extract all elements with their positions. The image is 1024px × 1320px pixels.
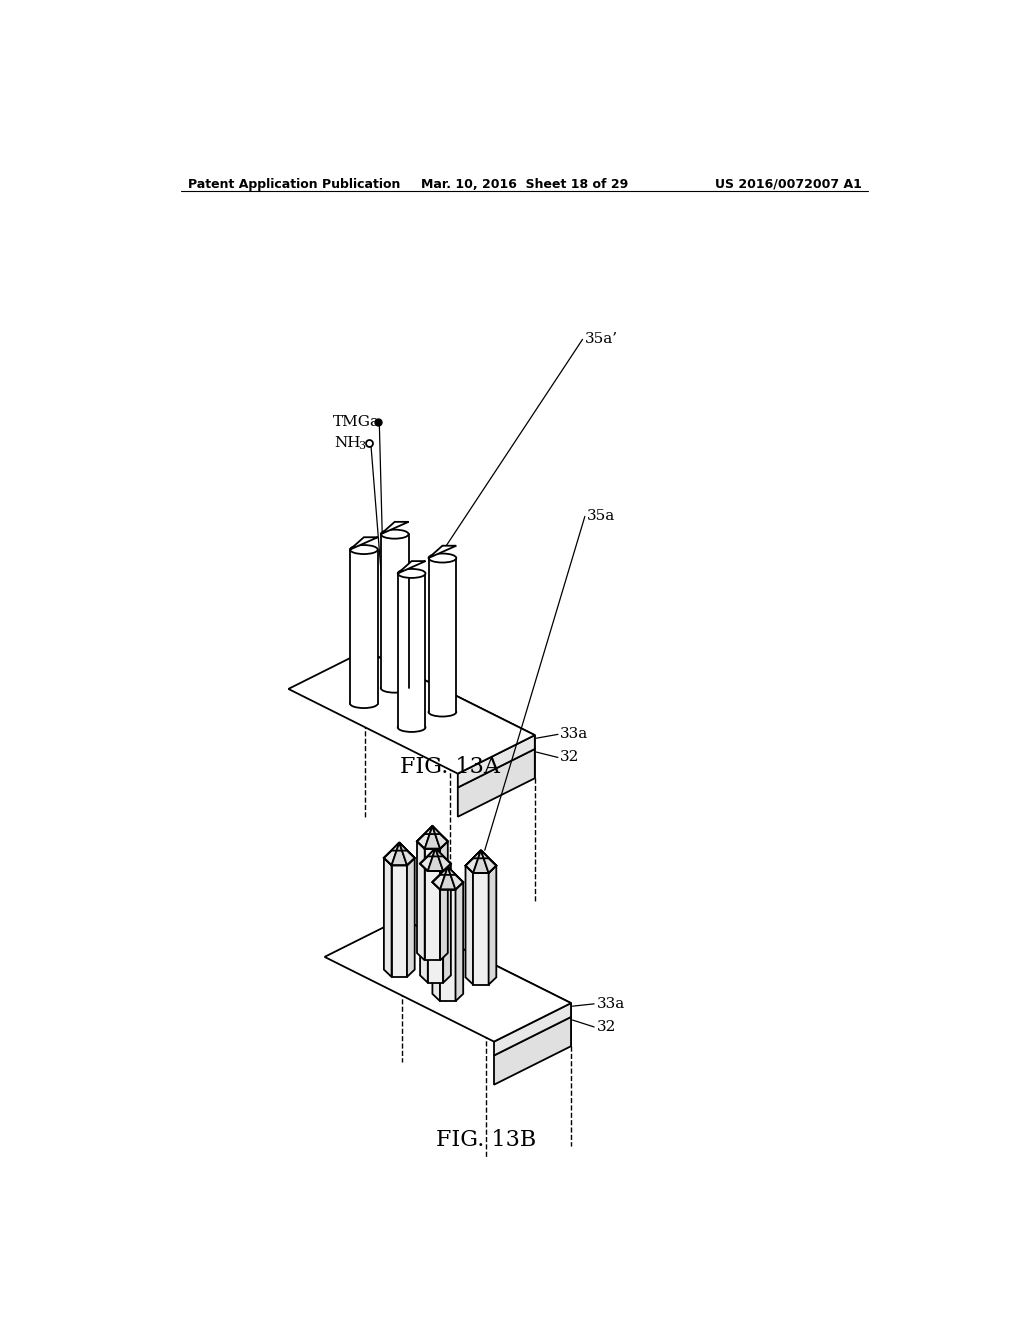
Polygon shape <box>488 866 497 985</box>
Polygon shape <box>466 850 481 873</box>
Polygon shape <box>481 850 497 866</box>
Polygon shape <box>440 890 456 1001</box>
Polygon shape <box>350 549 378 704</box>
Ellipse shape <box>397 569 425 578</box>
Text: Mar. 10, 2016  Sheet 18 of 29: Mar. 10, 2016 Sheet 18 of 29 <box>421 178 629 190</box>
Ellipse shape <box>397 723 425 731</box>
Polygon shape <box>473 873 488 985</box>
Polygon shape <box>420 849 435 863</box>
Text: 35a: 35a <box>587 510 615 524</box>
Polygon shape <box>432 867 447 890</box>
Polygon shape <box>456 882 463 1001</box>
Polygon shape <box>432 867 447 882</box>
Ellipse shape <box>350 545 378 554</box>
Polygon shape <box>399 842 415 858</box>
Text: NH: NH <box>335 437 361 450</box>
Polygon shape <box>447 867 463 890</box>
Polygon shape <box>494 1016 571 1085</box>
Text: 32: 32 <box>596 1020 615 1034</box>
Polygon shape <box>481 850 497 873</box>
Polygon shape <box>384 858 391 977</box>
Polygon shape <box>466 850 481 866</box>
Polygon shape <box>473 850 488 873</box>
Polygon shape <box>428 849 443 857</box>
Polygon shape <box>384 842 399 858</box>
Polygon shape <box>435 849 451 863</box>
Ellipse shape <box>350 700 378 708</box>
Text: US 2016/0072007 A1: US 2016/0072007 A1 <box>715 178 862 190</box>
Polygon shape <box>432 826 447 849</box>
Polygon shape <box>417 834 447 849</box>
Polygon shape <box>401 932 571 1047</box>
Polygon shape <box>350 537 378 549</box>
Polygon shape <box>435 849 451 871</box>
Polygon shape <box>429 558 457 711</box>
Polygon shape <box>397 561 425 573</box>
Polygon shape <box>420 857 451 871</box>
Ellipse shape <box>429 553 457 562</box>
Text: 35a’: 35a’ <box>585 333 618 346</box>
Polygon shape <box>473 850 488 858</box>
Polygon shape <box>466 866 473 985</box>
Polygon shape <box>391 866 407 977</box>
Polygon shape <box>289 651 535 774</box>
Polygon shape <box>429 545 457 558</box>
Polygon shape <box>420 863 428 982</box>
Polygon shape <box>381 521 409 535</box>
Polygon shape <box>458 748 535 817</box>
Text: TMGa: TMGa <box>333 414 380 429</box>
Polygon shape <box>494 1003 571 1056</box>
Polygon shape <box>391 842 407 850</box>
Polygon shape <box>443 863 451 982</box>
Polygon shape <box>420 849 435 871</box>
Polygon shape <box>432 826 447 841</box>
Polygon shape <box>458 735 535 788</box>
Polygon shape <box>366 651 535 748</box>
Text: FIG. 13A: FIG. 13A <box>400 755 500 777</box>
Text: 32: 32 <box>560 751 580 764</box>
Polygon shape <box>466 858 497 873</box>
Ellipse shape <box>429 708 457 717</box>
Polygon shape <box>417 826 432 841</box>
Text: 33a: 33a <box>596 997 625 1011</box>
Polygon shape <box>428 849 443 871</box>
Polygon shape <box>397 573 425 727</box>
Polygon shape <box>325 919 571 1041</box>
Polygon shape <box>440 841 447 961</box>
Polygon shape <box>428 871 443 982</box>
Polygon shape <box>399 842 415 866</box>
Polygon shape <box>425 826 440 849</box>
Polygon shape <box>440 867 456 875</box>
Text: 3: 3 <box>358 441 366 450</box>
Polygon shape <box>417 826 432 849</box>
Text: Patent Application Publication: Patent Application Publication <box>188 178 400 190</box>
Polygon shape <box>425 826 440 834</box>
Polygon shape <box>432 882 440 1001</box>
Polygon shape <box>366 664 535 779</box>
Text: FIG. 13B: FIG. 13B <box>436 1129 537 1151</box>
Polygon shape <box>432 875 463 890</box>
Polygon shape <box>417 841 425 961</box>
Ellipse shape <box>381 684 409 693</box>
Polygon shape <box>447 867 463 882</box>
Polygon shape <box>440 867 456 890</box>
Ellipse shape <box>381 529 409 539</box>
Polygon shape <box>381 535 409 688</box>
Polygon shape <box>384 842 399 866</box>
Polygon shape <box>391 842 407 866</box>
Polygon shape <box>384 850 415 866</box>
Polygon shape <box>425 849 440 961</box>
Text: 33a: 33a <box>560 727 589 742</box>
Polygon shape <box>407 858 415 977</box>
Polygon shape <box>401 919 571 1016</box>
